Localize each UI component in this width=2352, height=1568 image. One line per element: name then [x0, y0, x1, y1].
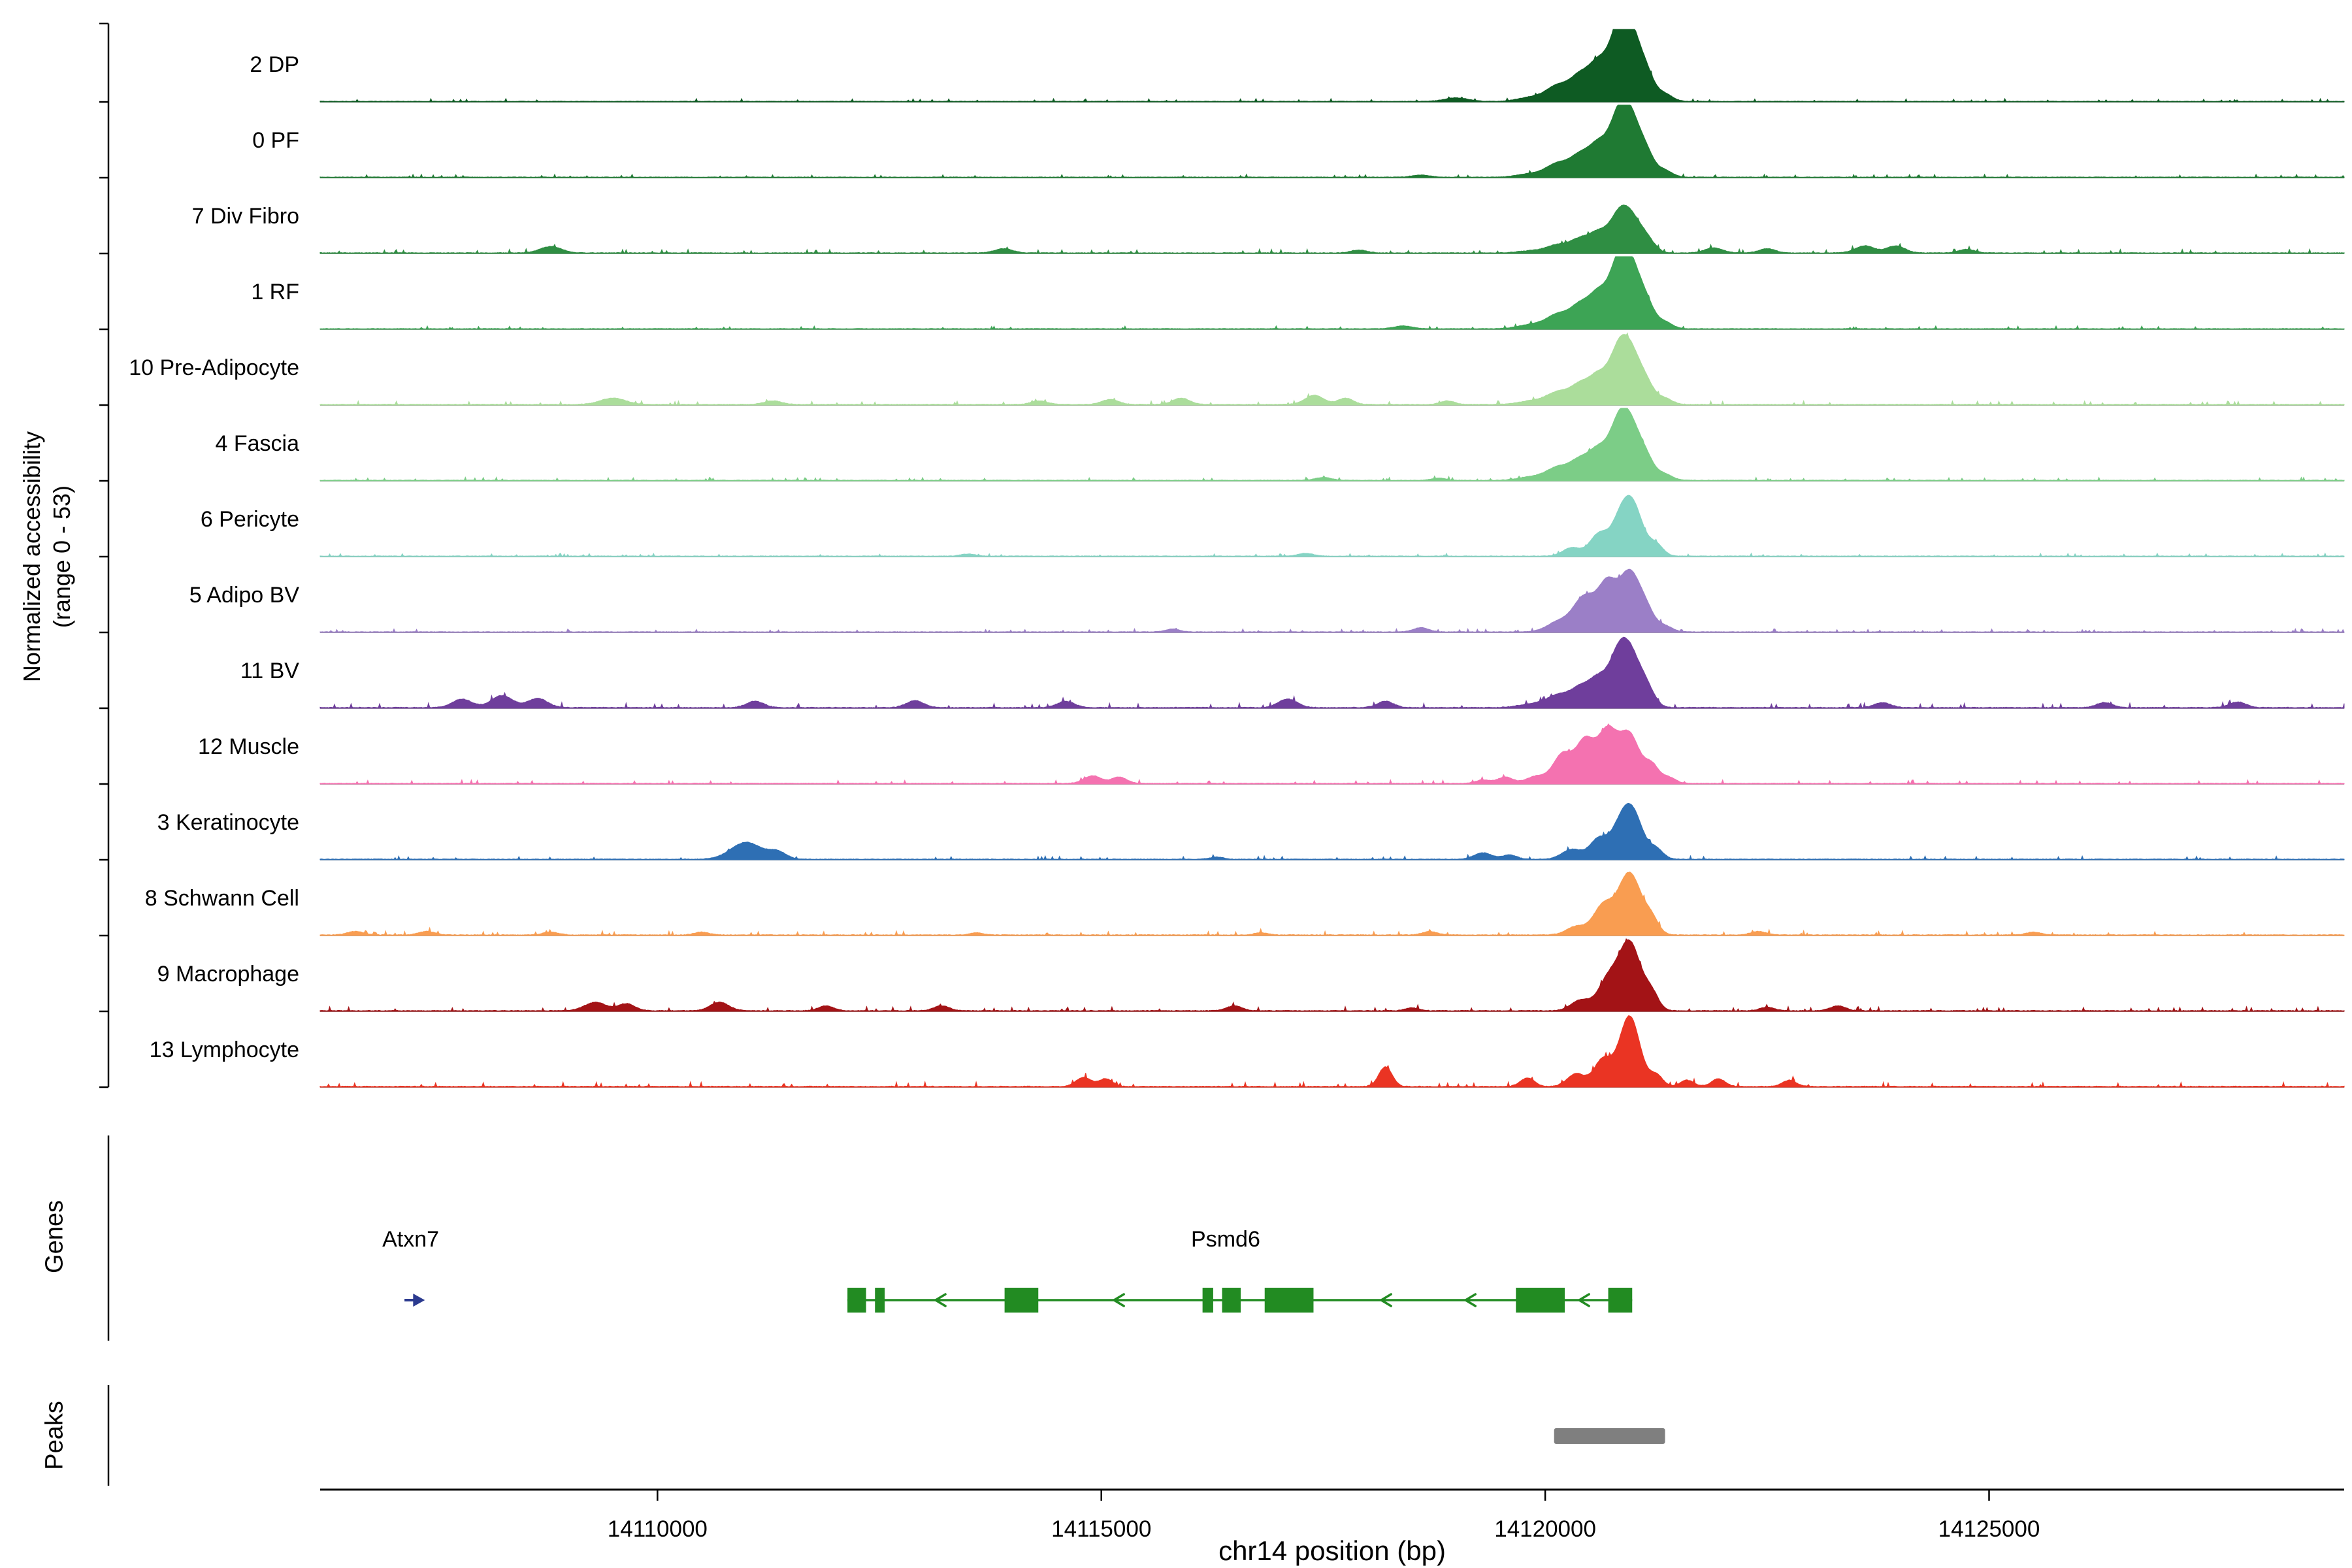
- gene-direction-chevron: [1111, 1293, 1125, 1307]
- track-label: 10 Pre-Adipocyte: [129, 355, 299, 380]
- track-label: 12 Muscle: [198, 734, 299, 759]
- gene-exon: [1004, 1288, 1039, 1313]
- peak-region-bar: [1554, 1428, 1665, 1444]
- x-tick-label: 14115000: [1051, 1516, 1151, 1542]
- signal-area: [319, 105, 2345, 178]
- signal-area: [319, 332, 2345, 406]
- y-axis-label-line1: Normalized accessibility: [18, 431, 45, 683]
- gene-exon: [1222, 1288, 1241, 1313]
- signal-area: [319, 568, 2345, 633]
- gene-strand-arrowhead: [413, 1294, 425, 1307]
- signal-area: [319, 872, 2345, 936]
- track-label: 8 Schwann Cell: [145, 886, 299, 911]
- signal-area: [319, 636, 2345, 709]
- signal-area: [319, 802, 2345, 860]
- gene-name-label: Atxn7: [382, 1227, 439, 1252]
- gene-direction-chevron: [1379, 1293, 1392, 1307]
- gene-name-label: Psmd6: [1191, 1227, 1260, 1252]
- gene-exon: [875, 1288, 885, 1313]
- signal-area: [319, 204, 2345, 254]
- track-label: 5 Adipo BV: [189, 583, 300, 608]
- x-tick-label: 14125000: [1938, 1516, 2040, 1542]
- track-label: 1 RF: [251, 280, 299, 304]
- peaks-section-label: Peaks: [41, 1401, 69, 1470]
- track-label: 0 PF: [252, 128, 299, 153]
- gene-exon: [1202, 1288, 1213, 1313]
- track-label: 3 Keratinocyte: [157, 810, 299, 835]
- signal-area: [319, 938, 2345, 1012]
- gene-direction-chevron: [1463, 1293, 1477, 1307]
- signal-area: [319, 723, 2345, 785]
- genes-section-label: Genes: [41, 1200, 69, 1273]
- track-label: 7 Div Fibro: [192, 204, 299, 229]
- x-tick-label: 14120000: [1494, 1516, 1596, 1542]
- track-label: 9 Macrophage: [157, 962, 299, 987]
- signal-area: [319, 408, 2345, 482]
- x-axis-title: chr14 position (bp): [1218, 1535, 1446, 1566]
- track-label: 6 Pericyte: [201, 507, 299, 532]
- track-label: 4 Fascia: [216, 431, 300, 456]
- track-label: 13 Lymphocyte: [150, 1037, 299, 1062]
- track-label: 11 BV: [240, 659, 299, 683]
- gene-exon: [1264, 1288, 1314, 1313]
- signal-area: [319, 256, 2345, 330]
- gene-exon: [1608, 1288, 1633, 1313]
- signal-area: [319, 1015, 2345, 1088]
- gene-direction-chevron: [933, 1293, 947, 1307]
- signal-area: [319, 29, 2345, 103]
- y-axis-label-line2: (range 0 - 53): [48, 485, 75, 629]
- y-axis-label: Normalized accessibility (range 0 - 53): [17, 431, 77, 682]
- x-tick-label: 14110000: [608, 1516, 708, 1542]
- gene-direction-chevron: [1576, 1293, 1590, 1307]
- signal-area: [319, 495, 2345, 557]
- gene-exon: [847, 1288, 866, 1313]
- gene-exon: [1516, 1288, 1565, 1313]
- track-label: 2 DP: [250, 52, 299, 77]
